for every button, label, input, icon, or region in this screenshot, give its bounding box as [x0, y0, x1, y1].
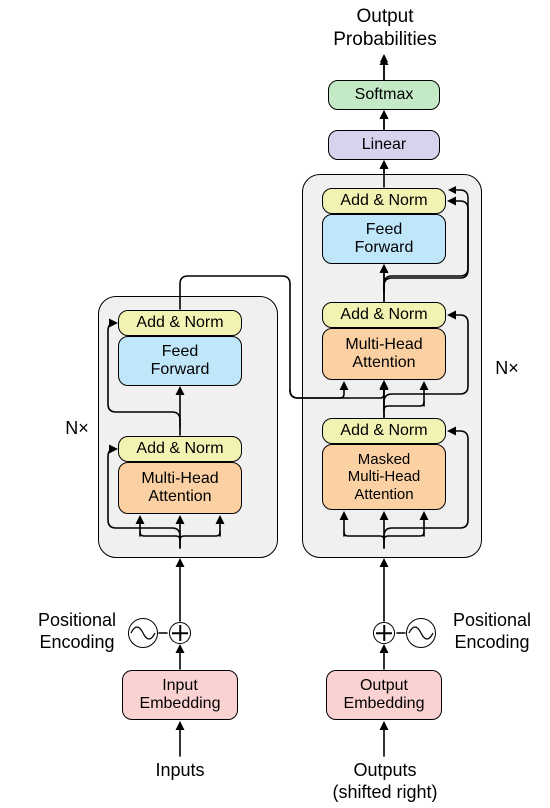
feedforward-label: FeedForward [355, 221, 414, 258]
decoder-addnorm-mid: Add & Norm [322, 302, 446, 328]
mha-label: Multi-HeadAttention [141, 470, 218, 507]
pe-left-label: PositionalEncoding [30, 610, 124, 653]
inputs-label: Inputs [120, 760, 240, 782]
feedforward-label: FeedForward [151, 343, 210, 380]
addnorm-label: Add & Norm [340, 306, 427, 324]
output-probabilities-label: OutputProbabilities [300, 6, 470, 52]
output-embedding-label: OutputEmbedding [344, 677, 425, 714]
decoder-addnorm-bottom: Add & Norm [322, 418, 446, 444]
positional-encoding-icon [406, 618, 436, 648]
positional-encoding-icon [128, 618, 158, 648]
nx-right-label: N× [492, 358, 522, 380]
addnorm-label: Add & Norm [340, 422, 427, 440]
input-embedding-label: InputEmbedding [140, 677, 221, 714]
linear-label: Linear [362, 136, 406, 154]
addnorm-label: Add & Norm [136, 440, 223, 458]
decoder-masked-mha: MaskedMulti-HeadAttention [322, 444, 446, 510]
encoder-addnorm-bottom: Add & Norm [118, 436, 242, 462]
masked-mha-label: MaskedMulti-HeadAttention [348, 451, 421, 503]
encoder-mha: Multi-HeadAttention [118, 462, 242, 514]
linear-block: Linear [328, 130, 440, 160]
softmax-label: Softmax [355, 86, 414, 104]
transformer-diagram: Add & Norm FeedForward Add & Norm Multi-… [0, 0, 550, 808]
addnorm-label: Add & Norm [136, 314, 223, 332]
plus-icon [373, 622, 395, 644]
softmax-block: Softmax [328, 80, 440, 110]
pe-right-label: PositionalEncoding [444, 610, 540, 653]
encoder-feedforward: FeedForward [118, 336, 242, 386]
mha-label: Multi-HeadAttention [345, 336, 422, 373]
outputs-label: Outputs(shifted right) [310, 760, 460, 803]
decoder-cross-attention: Multi-HeadAttention [322, 328, 446, 380]
addnorm-label: Add & Norm [340, 192, 427, 210]
input-embedding: InputEmbedding [122, 670, 238, 720]
plus-icon [169, 622, 191, 644]
nx-left-label: N× [62, 418, 92, 440]
output-embedding: OutputEmbedding [326, 670, 442, 720]
decoder-feedforward: FeedForward [322, 214, 446, 264]
encoder-addnorm-top: Add & Norm [118, 310, 242, 336]
decoder-addnorm-top: Add & Norm [322, 188, 446, 214]
